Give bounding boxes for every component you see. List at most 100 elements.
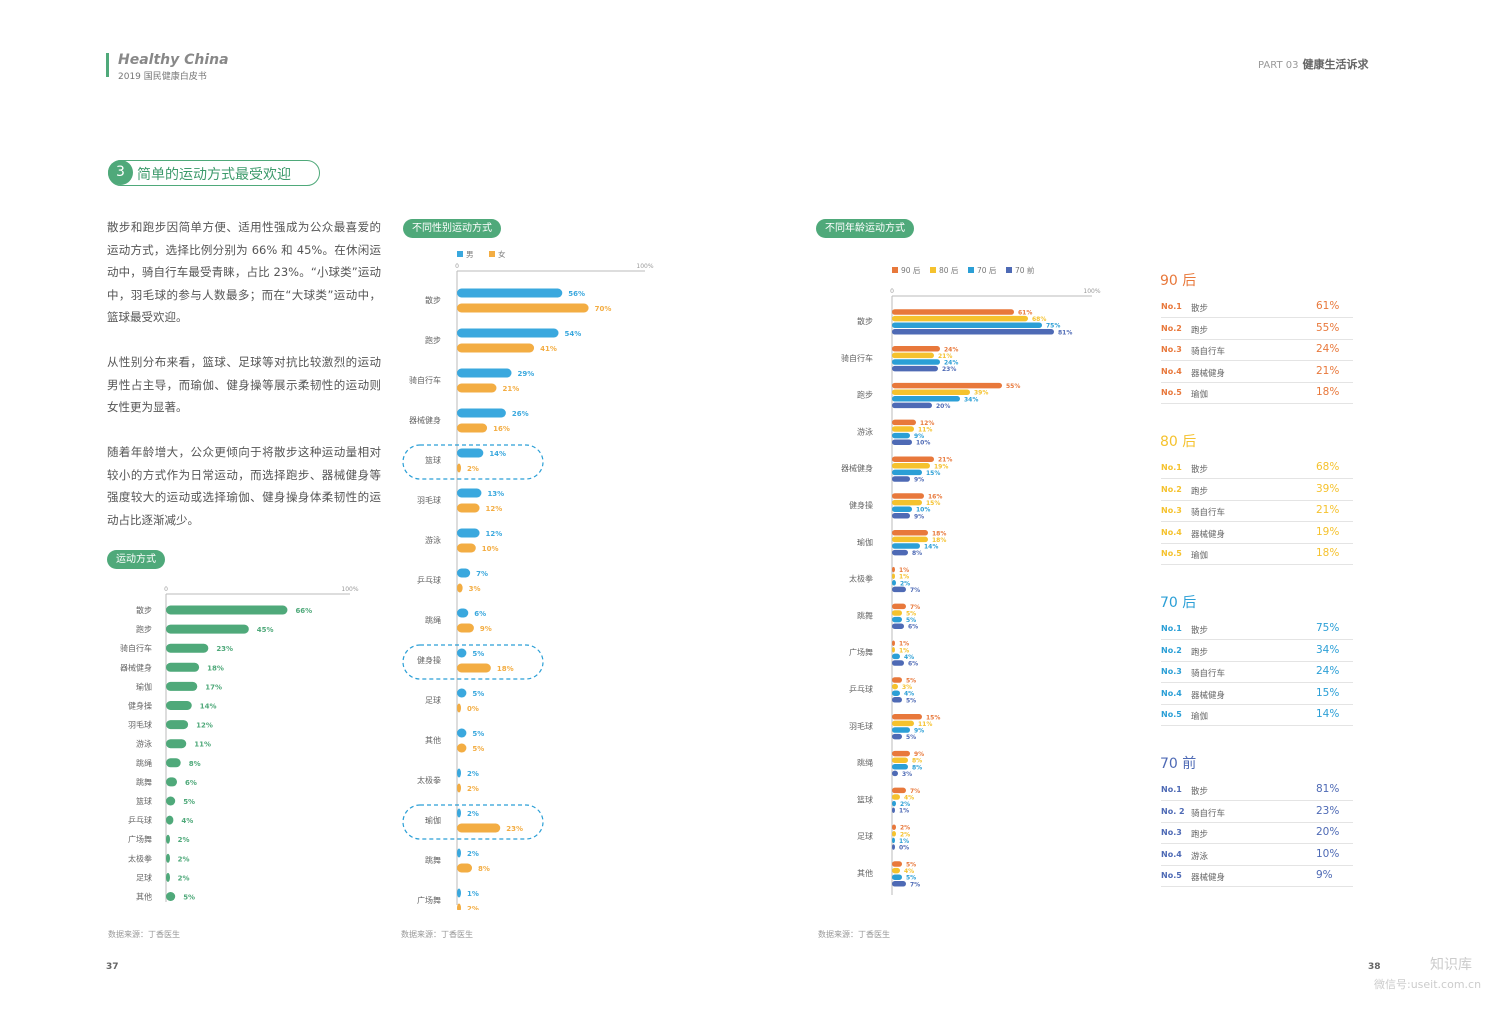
- highlight-outline: [402, 804, 544, 840]
- ranking-title: 70 后: [1160, 595, 1197, 611]
- rank-number: No.5: [1161, 388, 1182, 397]
- data-label: 5%: [472, 650, 484, 658]
- rank-activity: 骑自行车: [1191, 669, 1226, 679]
- ranking-row: No.1 散步 81%: [1161, 779, 1353, 801]
- category-label: 足球: [857, 831, 873, 841]
- data-label: 5%: [906, 678, 916, 685]
- bar: [166, 643, 209, 653]
- section-title: 简单的运动方式最受欢迎: [137, 167, 291, 183]
- bar: [166, 892, 176, 901]
- category-label: 篮球: [136, 796, 152, 806]
- data-label: 6%: [474, 610, 486, 618]
- category-label: 羽毛球: [128, 720, 152, 730]
- bar: [892, 824, 896, 830]
- tick-label: 100%: [1083, 288, 1100, 295]
- category-label: 散步: [136, 605, 152, 615]
- paragraph-2: 从性别分布来看，篮球、足球等对抗比较激烈的运动男性占主导，而瑜伽、健身操等展示柔…: [107, 355, 381, 414]
- data-label: 4%: [904, 654, 914, 661]
- legend-label: 男: [466, 250, 474, 259]
- bar: [166, 739, 187, 749]
- rank-percent: 10%: [1316, 847, 1340, 860]
- bar: [892, 690, 900, 696]
- rank-percent: 18%: [1316, 547, 1340, 559]
- bar: [892, 352, 934, 359]
- bar: [457, 808, 461, 818]
- rank-activity: 骑自行车: [1191, 347, 1226, 357]
- bar: [892, 573, 895, 579]
- bar: [892, 402, 932, 409]
- ranking-row: No.4 器械健身 21%: [1161, 361, 1353, 383]
- data-label: 11%: [918, 721, 932, 728]
- rank-activity: 骑自行车: [1191, 508, 1226, 518]
- rank-number: No.4: [1161, 849, 1182, 859]
- rank-percent: 34%: [1316, 643, 1340, 656]
- data-label: 9%: [914, 433, 924, 440]
- bar: [892, 807, 895, 813]
- rank-number: No.1: [1161, 302, 1182, 311]
- category-label: 足球: [136, 872, 152, 882]
- bar: [892, 536, 928, 543]
- rank-number: No.2: [1161, 323, 1182, 333]
- ranking-row: No.1 散步 61%: [1161, 296, 1353, 318]
- data-label: 19%: [934, 463, 948, 470]
- data-label: 2%: [900, 580, 910, 587]
- bar: [892, 861, 902, 867]
- section-number: 3: [108, 160, 133, 185]
- data-label: 2%: [178, 874, 190, 882]
- rank-percent: 68%: [1316, 461, 1340, 473]
- ranking-row: No. 2 骑自行车 23%: [1161, 801, 1353, 823]
- brand-title: Healthy China: [118, 52, 229, 68]
- data-label: 2%: [467, 770, 479, 778]
- data-label: 23%: [216, 645, 233, 653]
- bar: [892, 757, 908, 763]
- bar: [892, 640, 895, 646]
- data-label: 55%: [1006, 383, 1020, 390]
- data-label: 16%: [493, 425, 510, 433]
- data-label: 1%: [899, 808, 909, 815]
- bar: [892, 329, 1054, 335]
- bar: [166, 681, 198, 691]
- rank-number: No.4: [1161, 527, 1182, 537]
- rank-activity: 器械健身: [1191, 873, 1226, 883]
- rank-number: No. 2: [1161, 806, 1185, 816]
- data-label: 4%: [181, 817, 193, 825]
- age-bar-chart: 90 后 80 后 70 后 70 前 0 100% 散步 61%68%75%81% 骑自行车 2…: [841, 265, 1101, 895]
- category-label: 散步: [857, 316, 873, 326]
- data-label: 1%: [899, 838, 909, 845]
- bar: [457, 448, 484, 458]
- category-label: 器械健身: [841, 463, 873, 473]
- bar: [457, 623, 474, 633]
- bar: [892, 530, 928, 536]
- ranking-title: 90 后: [1160, 273, 1197, 289]
- legend-swatch: [489, 251, 495, 257]
- ranking-row: No.3 跑步 20%: [1161, 822, 1353, 844]
- data-label: 9%: [914, 728, 924, 735]
- data-label: 12%: [486, 505, 503, 513]
- bar: [166, 758, 181, 768]
- ranking-row: No.5 器械健身 9%: [1161, 865, 1353, 887]
- chart-title-age: 不同年龄运动方式: [816, 219, 914, 238]
- data-label: 3%: [902, 684, 912, 691]
- data-label: 12%: [486, 530, 503, 538]
- bar: [892, 419, 916, 426]
- bar: [892, 844, 895, 850]
- data-label: 3%: [902, 771, 912, 778]
- bar: [457, 503, 480, 513]
- data-label: 23%: [506, 825, 523, 833]
- data-label: 2%: [467, 810, 479, 818]
- rank-activity: 瑜伽: [1191, 712, 1209, 722]
- legend-swatch: [1006, 267, 1012, 273]
- bar: [457, 328, 559, 338]
- bar: [457, 768, 461, 778]
- bar: [892, 315, 1028, 322]
- bar: [457, 703, 461, 713]
- data-label: 54%: [565, 330, 582, 338]
- bar: [457, 903, 461, 910]
- data-label: 1%: [899, 647, 909, 654]
- data-label: 5%: [183, 798, 195, 806]
- bar: [166, 853, 170, 863]
- bar: [892, 359, 940, 365]
- data-label: 11%: [918, 427, 932, 434]
- ranking-row: No.1 散步 75%: [1161, 618, 1353, 640]
- rank-percent: 20%: [1316, 826, 1340, 838]
